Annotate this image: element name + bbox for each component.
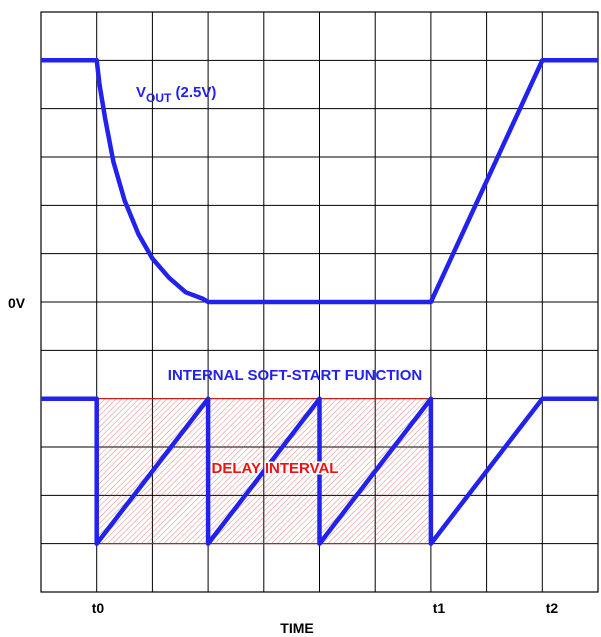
- y-tick-label-0v: 0V: [8, 295, 26, 311]
- vout-label-subscript: OUT: [146, 91, 172, 105]
- series-group: [41, 58, 598, 546]
- x-tick-label-t0: t0: [92, 600, 105, 616]
- soft-start-series-label: INTERNAL SOFT-START FUNCTION: [168, 367, 422, 384]
- soft-start-trace: [41, 396, 598, 546]
- vout-trace: [41, 58, 598, 305]
- x-axis-label: TIME: [280, 620, 313, 636]
- vout-label-main: V: [136, 84, 146, 101]
- delay-interval-label: DELAY INTERVAL: [212, 460, 339, 477]
- labels: VOUT (2.5V) INTERNAL SOFT-START FUNCTION…: [8, 84, 558, 636]
- x-tick-label-t2: t2: [546, 600, 559, 616]
- vout-series-label: VOUT (2.5V): [136, 84, 216, 105]
- x-tick-label-t1: t1: [433, 600, 446, 616]
- vout-label-rest: (2.5V): [171, 84, 216, 101]
